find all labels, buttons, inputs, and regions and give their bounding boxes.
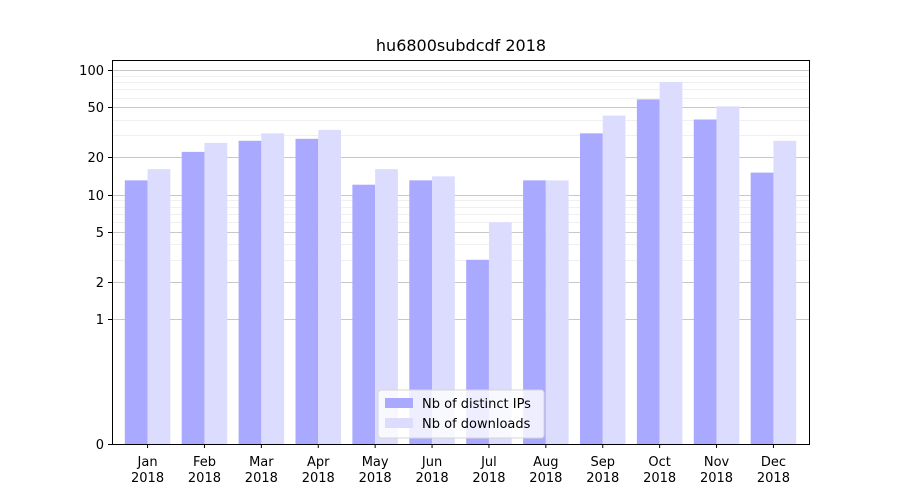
x-tick-label-year: 2018 [472, 471, 505, 486]
bars [124, 81, 797, 445]
bar-downloads [602, 115, 626, 444]
bar-downloads [659, 81, 683, 445]
bar-distinct-ips [750, 172, 774, 444]
x-tick-label-month: Apr [307, 455, 330, 470]
bar-downloads [318, 129, 342, 445]
bar-downloads [375, 169, 398, 444]
y-tick-label: 50 [87, 101, 104, 116]
plot-frame [112, 60, 810, 445]
legend-box [377, 389, 545, 439]
x-tick-label-year: 2018 [529, 471, 562, 486]
x-tick-label-year: 2018 [359, 471, 392, 486]
bar-distinct-ips [579, 133, 603, 444]
y-tick-label: 10 [87, 189, 104, 204]
bar-distinct-ips [124, 180, 148, 444]
x-tick-label-year: 2018 [188, 471, 221, 486]
bar-downloads [204, 142, 228, 444]
x-tick-label-month: Jul [480, 455, 497, 470]
bar-distinct-ips [238, 140, 262, 445]
legend-swatch [385, 418, 413, 428]
bar-distinct-ips [523, 180, 546, 444]
bar-downloads [773, 140, 797, 445]
x-tick-label-year: 2018 [302, 471, 335, 486]
bar-distinct-ips [295, 138, 319, 444]
chart-title: hu6800subdcdf 2018 [376, 36, 546, 55]
y-tick-label: 0 [96, 438, 104, 453]
legend-label: Nb of distinct IPs [422, 397, 531, 412]
x-tick-label-month: Dec [761, 455, 786, 470]
x-tick-label-month: Sep [590, 455, 615, 470]
bar-distinct-ips [693, 119, 717, 444]
bar-distinct-ips [181, 151, 205, 444]
x-tick-label-month: Nov [704, 455, 730, 470]
x-tick-label-year: 2018 [416, 471, 449, 486]
y-axis: 0 1 2 5 10 20 50 100 [79, 64, 112, 453]
x-axis: Jan2018Feb2018Mar2018Apr2018May2018Jun20… [131, 444, 790, 486]
x-tick-label-month: May [362, 455, 389, 470]
bar-downloads [545, 180, 569, 444]
x-tick-label-month: Oct [648, 455, 670, 470]
x-tick-label-year: 2018 [131, 471, 164, 486]
x-tick-label-month: Feb [193, 455, 216, 470]
x-tick-label-year: 2018 [643, 471, 676, 486]
x-tick-label-month: Jun [421, 455, 442, 470]
x-tick-label-year: 2018 [700, 471, 733, 486]
y-tick-label: 5 [96, 226, 104, 241]
legend: Nb of distinct IPs Nb of downloads [377, 389, 545, 439]
bar-distinct-ips [409, 180, 433, 444]
x-tick-label-year: 2018 [586, 471, 619, 486]
y-tick-label: 20 [87, 151, 104, 166]
x-tick-label-month: Mar [249, 455, 274, 470]
bar-downloads [432, 176, 455, 445]
y-tick-label: 100 [79, 64, 104, 79]
legend-swatch [385, 398, 413, 408]
bar-downloads [261, 133, 285, 444]
bar-distinct-ips [636, 99, 660, 444]
y-tick-label: 2 [96, 276, 104, 291]
bar-downloads [716, 106, 740, 444]
x-tick-label-year: 2018 [757, 471, 790, 486]
bar-downloads [488, 222, 512, 444]
x-tick-label-year: 2018 [245, 471, 278, 486]
bar-distinct-ips [352, 184, 376, 444]
x-tick-label-month: Jan [137, 455, 158, 470]
legend-label: Nb of downloads [422, 417, 531, 432]
bar-downloads [147, 169, 171, 444]
y-tick-label: 1 [96, 313, 104, 328]
x-tick-label-month: Aug [533, 455, 558, 470]
